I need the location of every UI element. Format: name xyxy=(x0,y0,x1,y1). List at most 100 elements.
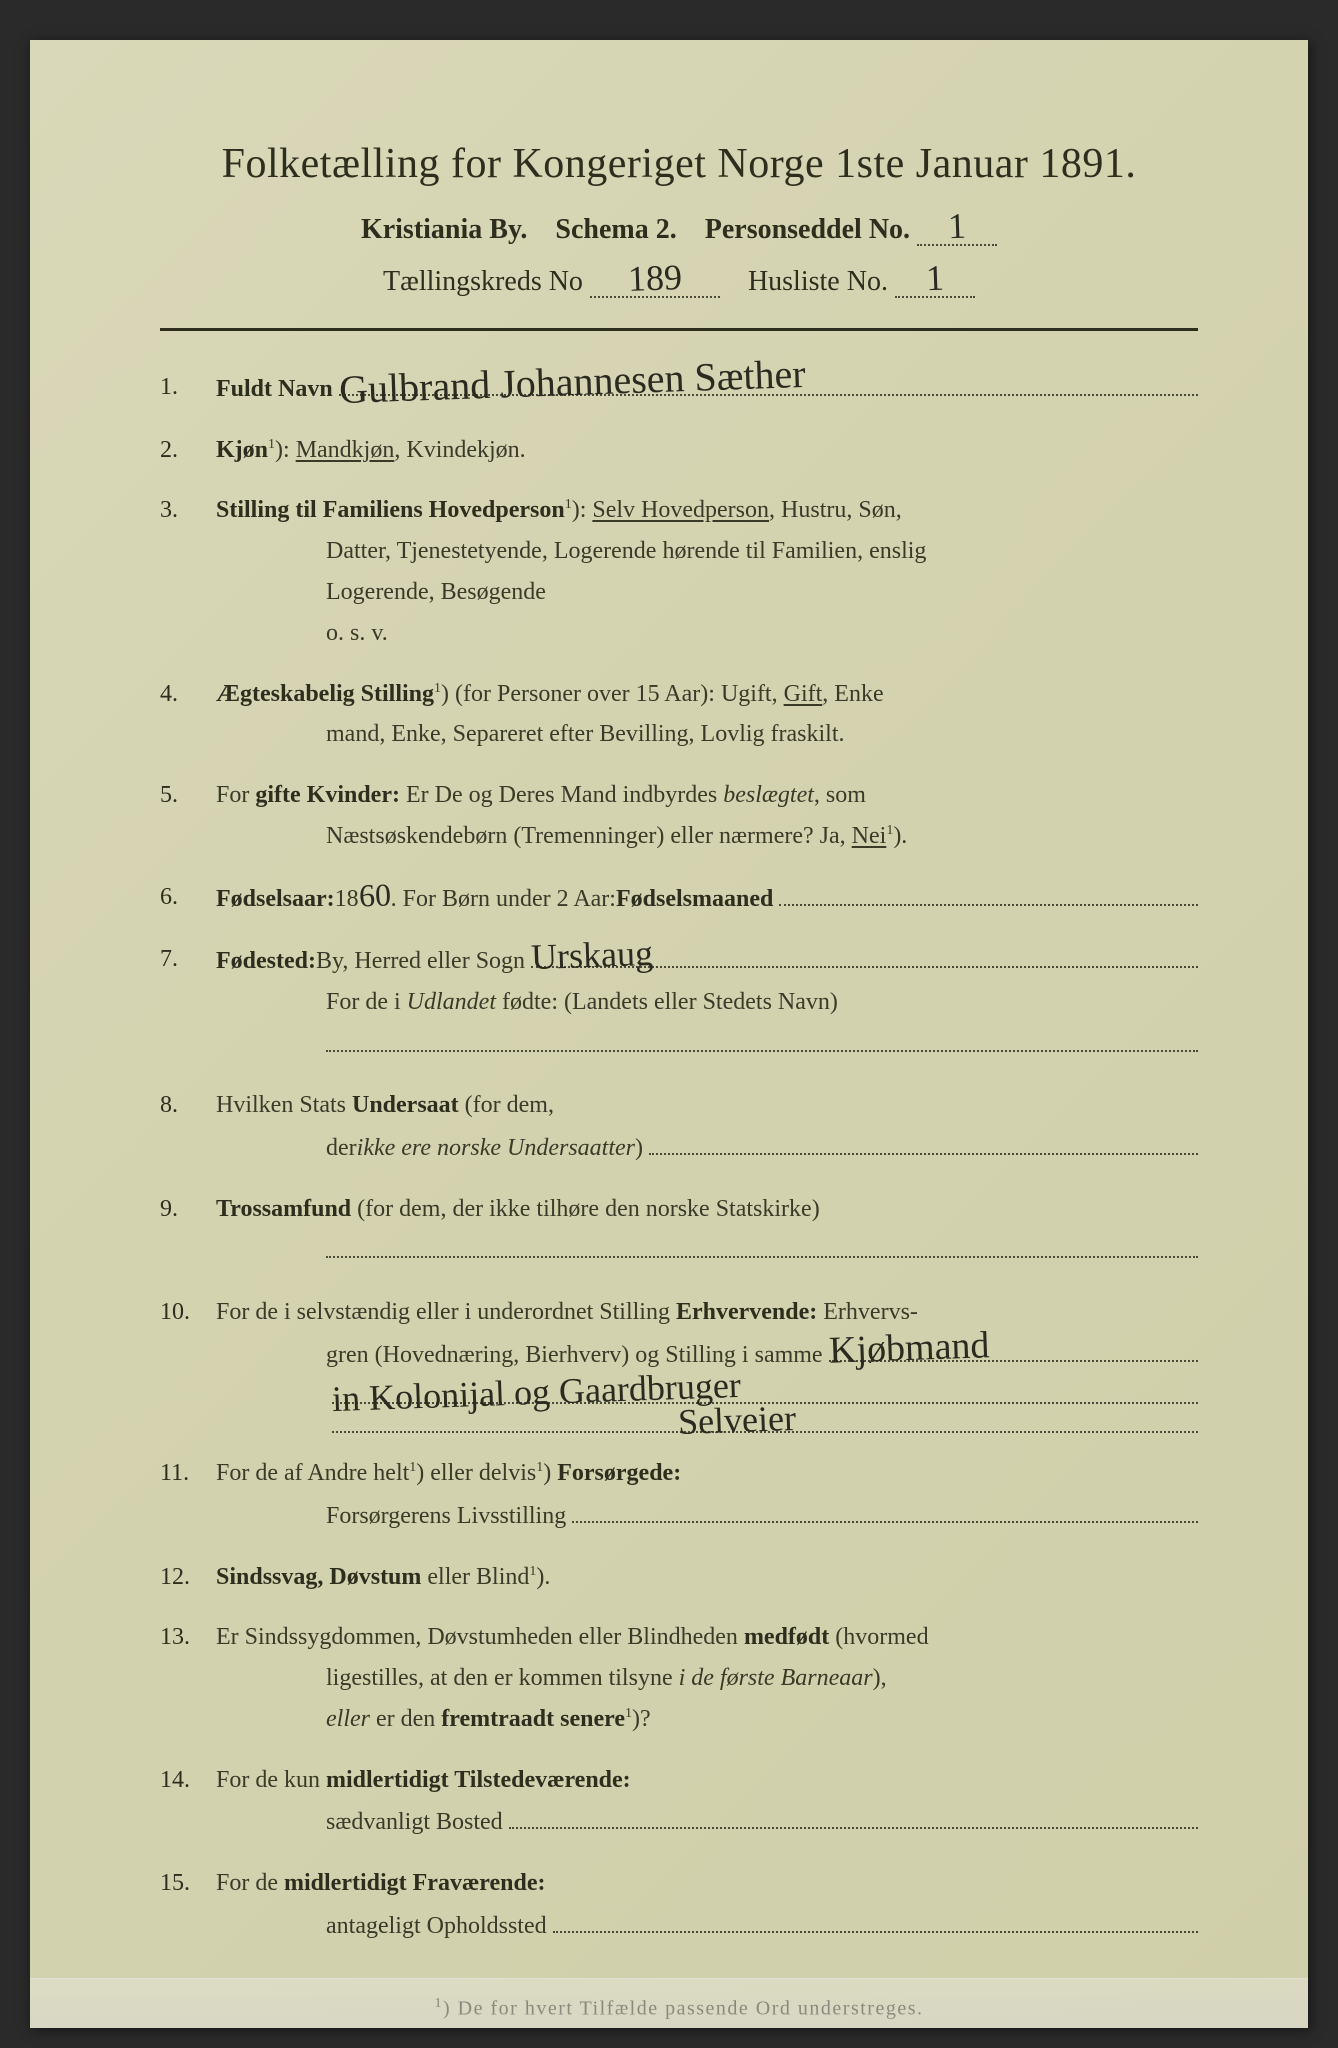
line2: mand, Enke, Separeret efter Bevilling, L… xyxy=(216,714,1198,755)
text: 18 xyxy=(335,879,359,920)
line2: For de i Udlandet fødte: (Landets eller … xyxy=(216,982,1198,1023)
item-content: Fødselsaar: 1860. For Børn under 2 Aar: … xyxy=(216,877,1198,920)
field-label: midlertidigt Tilstedeværende: xyxy=(326,1767,631,1793)
name-slot: Gulbrand Johannesen Sæther xyxy=(339,367,1198,396)
kreds-no-value: 189 xyxy=(627,263,682,294)
text: For de i selvstændig eller i underordnet… xyxy=(216,1299,676,1325)
text: (for dem, der ikke tilhøre den norske St… xyxy=(351,1196,820,1222)
occupation-slot-1: Kjøbmand xyxy=(829,1333,1198,1362)
item-content: Fødested: By, Herred eller Sogn Urskaug … xyxy=(216,939,1198,1065)
slot xyxy=(649,1126,1198,1155)
italic: beslægtet xyxy=(723,782,814,808)
item-12: 12. Sindssvag, Døvstum eller Blind1). xyxy=(160,1557,1198,1598)
italic: eller xyxy=(326,1706,370,1732)
line2: Forsørgerens Livsstilling xyxy=(216,1494,1198,1537)
item-content: Stilling til Familiens Hovedperson1): Se… xyxy=(216,490,1198,653)
item-15: 15. For de midlertidigt Fraværende: anta… xyxy=(160,1863,1198,1946)
text: Næstsøskendebørn (Tremenninger) eller næ… xyxy=(326,823,852,849)
slot xyxy=(553,1904,1198,1933)
text: sædvanligt Bosted xyxy=(326,1802,503,1843)
line4: Selveier xyxy=(216,1404,1198,1433)
field-label: Forsørgede: xyxy=(557,1460,681,1486)
form-items: 1. Fuldt Navn Gulbrand Johannesen Sæther… xyxy=(160,367,1198,1946)
italic: ikke ere norske Undersaatter xyxy=(357,1128,635,1169)
kreds-no-slot: 189 xyxy=(590,264,720,298)
header-block: Folketælling for Kongeriget Norge 1ste J… xyxy=(160,140,1198,298)
selected-option: Nei xyxy=(852,823,887,849)
item-num: 14. xyxy=(160,1760,216,1843)
item-num: 13. xyxy=(160,1617,216,1739)
item-6: 6. Fødselsaar: 1860. For Børn under 2 Aa… xyxy=(160,877,1198,920)
item-content: For gifte Kvinder: Er De og Deres Mand i… xyxy=(216,775,1198,857)
item-num: 12. xyxy=(160,1557,216,1598)
text: antageligt Opholdssted xyxy=(326,1906,547,1947)
line2: antageligt Opholdssted xyxy=(216,1904,1198,1947)
selected-option: Gift xyxy=(784,681,823,707)
sub-line-1: Kristiania By. Schema 2. Personseddel No… xyxy=(160,212,1198,246)
item-content: For de af Andre helt1) eller delvis1) Fo… xyxy=(216,1453,1198,1536)
text: Hvilken Stats xyxy=(216,1092,352,1118)
item-content: Trossamfund (for dem, der ikke tilhøre d… xyxy=(216,1189,1198,1272)
city-label: Kristiania By. xyxy=(361,214,527,245)
text: , Hustru, Søn, xyxy=(769,497,902,523)
divider xyxy=(160,328,1198,331)
text: (for Personer over 15 Aar): Ugift, xyxy=(449,681,784,707)
item-5: 5. For gifte Kvinder: Er De og Deres Man… xyxy=(160,775,1198,857)
sup: 1 xyxy=(625,1706,632,1721)
sub-line-2: Tællingskreds No 189 Husliste No. 1 xyxy=(160,264,1198,298)
sup: 1 xyxy=(268,437,275,452)
text: For de xyxy=(216,1870,284,1896)
text: Er De og Deres Mand indbyrdes xyxy=(400,782,723,808)
tape-overlay xyxy=(30,1978,1308,2028)
item-num: 1. xyxy=(160,367,216,410)
birthplace-value: Urskaug xyxy=(531,939,654,972)
line3: Logerende, Besøgende xyxy=(216,572,1198,613)
item-content: Er Sindssygdommen, Døvstumheden eller Bl… xyxy=(216,1617,1198,1739)
text: )? xyxy=(632,1706,651,1732)
year-value: 60 xyxy=(358,882,391,909)
italic: Udlandet xyxy=(407,989,496,1015)
person-no-slot: 1 xyxy=(917,212,997,246)
schema-label: Schema 2. xyxy=(555,214,676,245)
text: er den xyxy=(370,1706,441,1732)
item-content: Fuldt Navn Gulbrand Johannesen Sæther xyxy=(216,367,1198,410)
item-content: Kjøn1): Mandkjøn, Kvindekjøn. xyxy=(216,430,1198,471)
italic: i de første Barneaar xyxy=(679,1665,873,1691)
text: , Enke xyxy=(822,681,883,707)
text: eller Blind xyxy=(421,1564,529,1590)
rest-text: , Kvindekjøn. xyxy=(394,437,525,463)
text: gren (Hovednæring, Bierhverv) og Stillin… xyxy=(326,1335,823,1376)
text: ) xyxy=(635,1128,643,1169)
text: By, Herred eller Sogn xyxy=(316,941,525,982)
item-14: 14. For de kun midlertidigt Tilstedevære… xyxy=(160,1760,1198,1843)
text: Erhvervs- xyxy=(817,1299,918,1325)
text: (hvormed xyxy=(829,1624,928,1650)
occupation-value-3: Selveier xyxy=(678,1404,797,1437)
item-13: 13. Er Sindssygdommen, Døvstumheden elle… xyxy=(160,1617,1198,1739)
text: (for dem, xyxy=(459,1092,554,1118)
item-content: For de i selvstændig eller i underordnet… xyxy=(216,1292,1198,1433)
item-num: 11. xyxy=(160,1453,216,1536)
slot xyxy=(509,1800,1198,1829)
field-label: Ægteskabelig Stilling xyxy=(216,681,434,707)
item-content: For de kun midlertidigt Tilstedeværende:… xyxy=(216,1760,1198,1843)
item-content: Hvilken Stats Undersaat (for dem, der ik… xyxy=(216,1085,1198,1168)
birthplace-slot: Urskaug xyxy=(531,939,1198,968)
document-paper: Folketælling for Kongeriget Norge 1ste J… xyxy=(30,40,1308,2028)
field-label: Erhvervende: xyxy=(676,1299,817,1325)
sup: 1 xyxy=(565,497,572,512)
field-label: Fødested: xyxy=(216,941,316,982)
text: ligestilles, at den er kommen tilsyne xyxy=(326,1665,679,1691)
item-7: 7. Fødested: By, Herred eller Sogn Urska… xyxy=(160,939,1198,1065)
field-label: Trossamfund xyxy=(216,1196,351,1222)
occupation-slot-3: Selveier xyxy=(332,1404,1198,1433)
selected-option: Selv Hovedperson xyxy=(592,497,769,523)
item-8: 8. Hvilken Stats Undersaat (for dem, der… xyxy=(160,1085,1198,1168)
text: ), xyxy=(873,1665,887,1691)
field-label: Fuldt Navn xyxy=(216,369,333,410)
name-value: Gulbrand Johannesen Sæther xyxy=(338,358,805,406)
field-label: Sindssvag, Døvstum xyxy=(216,1564,421,1590)
line2: Datter, Tjenestetyende, Logerende hørend… xyxy=(216,531,1198,572)
item-4: 4. Ægteskabelig Stilling1) (for Personer… xyxy=(160,674,1198,756)
item-num: 2. xyxy=(160,430,216,471)
